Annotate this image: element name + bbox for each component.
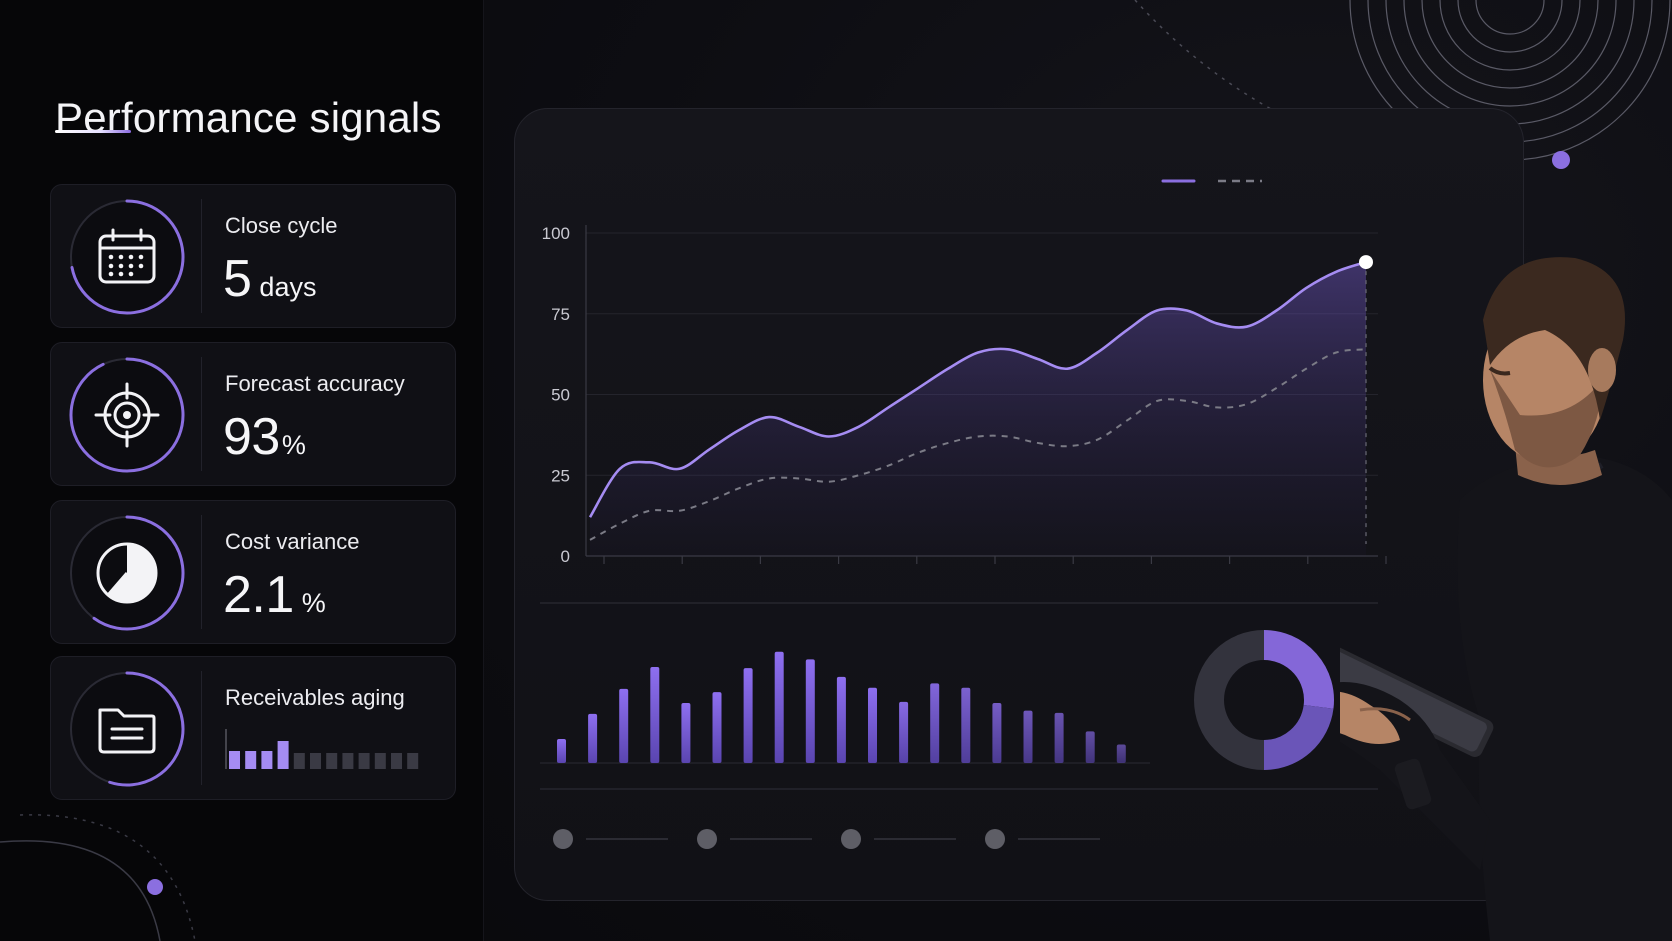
bar [619, 688, 629, 763]
aging-bar [358, 753, 370, 769]
bar [712, 692, 722, 763]
progress-arc [69, 357, 185, 473]
donut-slice [1263, 704, 1334, 770]
bar [992, 703, 1002, 763]
donut-slice [1194, 630, 1265, 770]
bar [1116, 744, 1126, 763]
progress-ring [70, 199, 185, 315]
page-title: Performance signals [55, 94, 442, 142]
aging-bar [342, 753, 354, 769]
bar [961, 687, 971, 763]
bar [557, 739, 566, 763]
bar [868, 687, 877, 763]
aging-bar [326, 753, 338, 769]
metric-number: 93 [223, 408, 280, 466]
bar [930, 683, 940, 763]
aging-bar [245, 751, 257, 769]
progress-arc [108, 671, 185, 787]
area-fill [590, 262, 1366, 556]
metric-label: Close cycle [225, 213, 338, 238]
bar [836, 676, 846, 763]
metric-number: 2.1 [223, 566, 294, 624]
card-separator [201, 357, 202, 471]
bar [650, 667, 660, 763]
bar [1054, 712, 1064, 763]
metric-label: Receivables aging [225, 685, 405, 710]
aging-bar [391, 753, 402, 769]
y-tick-label: 25 [551, 466, 570, 485]
aging-bar [407, 753, 419, 769]
metric-value: 93% [223, 407, 306, 467]
aging-bar-chart [225, 729, 419, 769]
aging-bar [374, 753, 386, 769]
progress-arc [92, 515, 185, 631]
metric-card-close-cycle[interactable]: Close cycle 5 days [50, 184, 456, 328]
pager-dot[interactable] [985, 829, 1005, 849]
bar [1085, 731, 1095, 763]
metric-card-receivables-aging[interactable]: Receivables aging [50, 656, 456, 800]
donut-slice [1263, 630, 1334, 709]
bar [899, 701, 909, 763]
bar [743, 668, 753, 763]
metric-card-cost-variance[interactable]: Cost variance 2.1% [50, 500, 456, 644]
metric-value: 2.1% [223, 565, 326, 625]
metric-label: Forecast accuracy [225, 371, 405, 396]
person-with-tablet [1340, 257, 1672, 941]
pager-dot[interactable] [841, 829, 861, 849]
series-solid-line [588, 260, 1367, 518]
y-tick-label: 75 [551, 305, 570, 324]
y-tick-label: 100 [542, 224, 570, 243]
y-tick-label: 0 [561, 547, 570, 566]
aging-bar [277, 741, 289, 769]
target-icon [94, 382, 160, 448]
folder-icon [98, 708, 156, 754]
pager-dot[interactable] [553, 829, 573, 849]
aging-bar [310, 753, 321, 769]
metric-unit: % [281, 430, 306, 460]
aging-bar [229, 751, 240, 769]
bar [681, 703, 691, 763]
progress-arc [70, 199, 185, 315]
metric-number: 5 [223, 250, 252, 308]
panel-divider [483, 0, 484, 941]
card-separator [201, 515, 202, 629]
pager-dot[interactable] [697, 829, 717, 849]
calendar-icon [98, 228, 156, 284]
metric-card-forecast-accuracy[interactable]: Forecast accuracy 93% [50, 342, 456, 486]
card-separator [201, 671, 202, 785]
bar [774, 651, 784, 763]
metric-unit: % [301, 588, 326, 618]
metric-unit: days [259, 272, 317, 302]
title-underline [55, 130, 131, 133]
pie-icon [96, 542, 158, 604]
metric-value: 5 days [223, 249, 316, 309]
bar [805, 659, 815, 763]
card-separator [201, 199, 202, 313]
bar [588, 713, 598, 763]
series-dashed-line [589, 348, 1367, 541]
y-tick-label: 50 [551, 386, 570, 405]
aging-bar [293, 753, 305, 769]
bar [1023, 710, 1033, 763]
latest-point-marker [1359, 255, 1373, 270]
metric-label: Cost variance [225, 529, 360, 554]
aging-bar [261, 751, 273, 769]
